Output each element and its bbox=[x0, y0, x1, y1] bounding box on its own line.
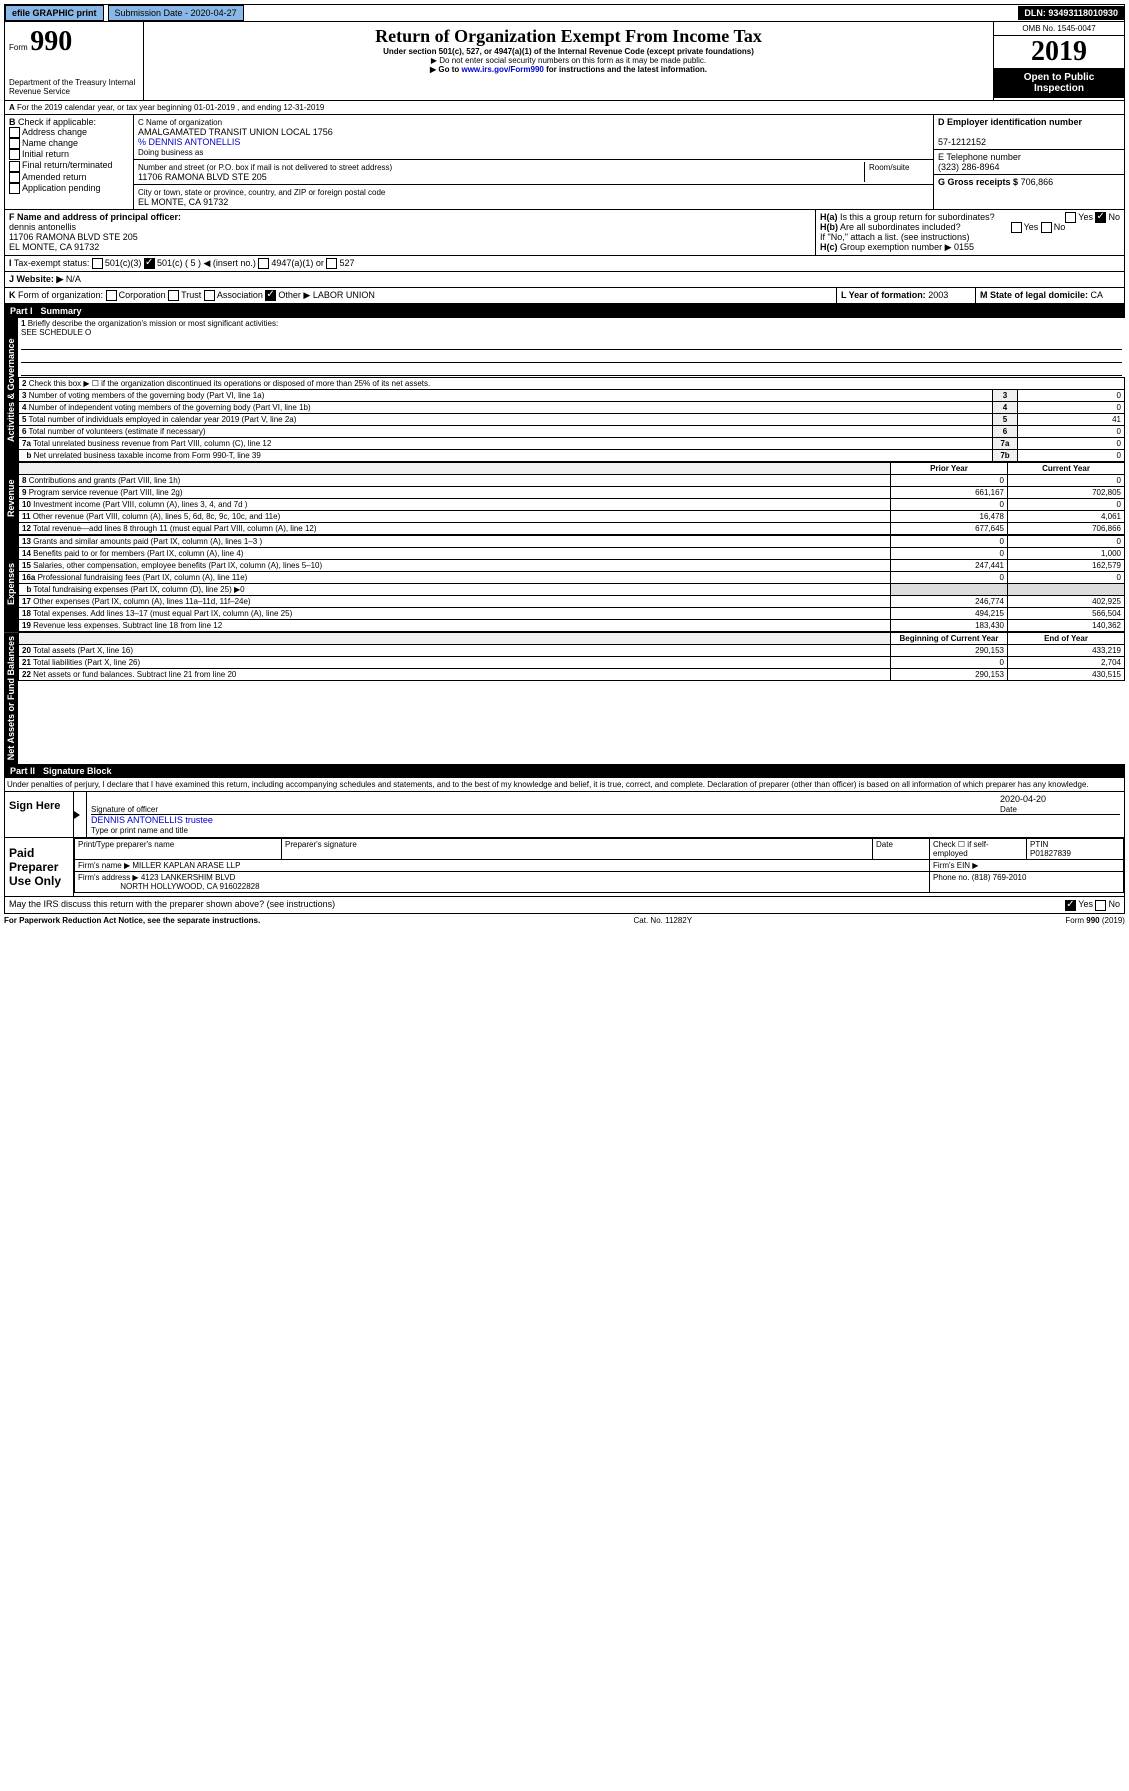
g-lbl: G Gross receipts $ bbox=[938, 177, 1018, 187]
sign-here-block: Sign Here Signature of officer 2020-04-2… bbox=[4, 792, 1125, 838]
submission-date: Submission Date - 2020-04-27 bbox=[108, 5, 244, 21]
form-number: 990 bbox=[30, 26, 72, 57]
klm-row: K Form of organization: Corporation Trus… bbox=[4, 288, 1125, 304]
addr-lbl: Number and street (or P.O. box if mail i… bbox=[138, 163, 392, 172]
goto-post: for instructions and the latest informat… bbox=[544, 65, 707, 74]
f-h-block: F Name and address of principal officer:… bbox=[4, 210, 1125, 256]
hb-lbl: Are all subordinates included? bbox=[840, 222, 961, 232]
top-bar: efile GRAPHIC print Submission Date - 20… bbox=[4, 4, 1125, 22]
tax-exempt-row: I Tax-exempt status: 501(c)(3) 501(c) ( … bbox=[4, 256, 1125, 272]
k-other: LABOR UNION bbox=[313, 290, 375, 300]
gross-receipts: 706,866 bbox=[1021, 177, 1054, 187]
paid-preparer-block: Paid Preparer Use Only Print/Type prepar… bbox=[4, 838, 1125, 897]
form-title: Return of Organization Exempt From Incom… bbox=[148, 26, 989, 47]
ag-tab: Activities & Governance bbox=[4, 318, 18, 462]
city-lbl: City or town, state or province, country… bbox=[138, 188, 385, 197]
form-word: Form bbox=[9, 43, 28, 52]
j-lbl: Website: ▶ bbox=[17, 274, 64, 284]
care-of[interactable]: % DENNIS ANTONELLIS bbox=[138, 137, 240, 147]
irs-link[interactable]: www.irs.gov/Form990 bbox=[461, 65, 543, 74]
page-footer: For Paperwork Reduction Act Notice, see … bbox=[4, 914, 1125, 927]
b-opt-4[interactable]: Amended return bbox=[22, 172, 87, 182]
hc-val: 0155 bbox=[954, 242, 974, 252]
expenses-section: Expenses 13 Grants and similar amounts p… bbox=[4, 535, 1125, 632]
part2-header: Part II Signature Block bbox=[4, 764, 1125, 778]
perjury-text: Under penalties of perjury, I declare th… bbox=[4, 778, 1125, 792]
discuss-row: May the IRS discuss this return with the… bbox=[4, 897, 1125, 913]
omb-number: OMB No. 1545-0047 bbox=[994, 22, 1124, 36]
entity-block: B Check if applicable: Address change Na… bbox=[4, 115, 1125, 210]
hb-note: If "No," attach a list. (see instruction… bbox=[820, 232, 969, 242]
b-title: Check if applicable: bbox=[18, 117, 96, 127]
b-opt-1[interactable]: Name change bbox=[22, 138, 78, 148]
dba-lbl: Doing business as bbox=[138, 148, 203, 157]
sign-here-label: Sign Here bbox=[5, 792, 74, 837]
b-opt-0[interactable]: Address change bbox=[22, 127, 87, 137]
revenue-section: Revenue Prior YearCurrent Year 8 Contrib… bbox=[4, 462, 1125, 535]
part1-header: Part I Summary bbox=[4, 304, 1125, 318]
officer-signature-name[interactable]: DENNIS ANTONELLIS trustee bbox=[91, 815, 213, 825]
ha-lbl: Is this a group return for subordinates? bbox=[840, 212, 995, 222]
paid-preparer-label: Paid Preparer Use Only bbox=[5, 838, 74, 896]
org-name: AMALGAMATED TRANSIT UNION LOCAL 1756 bbox=[138, 127, 333, 137]
website-row: J Website: ▶ N/A bbox=[4, 272, 1125, 288]
c-name-lbl: C Name of organization bbox=[138, 118, 222, 127]
pointer-icon bbox=[74, 811, 80, 819]
goto-pre: ▶ Go to bbox=[430, 65, 461, 74]
officer-addr: 11706 RAMONA BLVD STE 205 bbox=[9, 232, 138, 242]
city-state-zip: EL MONTE, CA 91732 bbox=[138, 197, 228, 207]
ein-value: 57-1212152 bbox=[938, 137, 986, 147]
e-lbl: E Telephone number bbox=[938, 152, 1021, 162]
b-opt-5[interactable]: Application pending bbox=[22, 183, 101, 193]
hc-lbl: Group exemption number ▶ bbox=[840, 242, 951, 252]
street-address: 11706 RAMONA BLVD STE 205 bbox=[138, 172, 267, 182]
officer-city: EL MONTE, CA 91732 bbox=[9, 242, 99, 252]
phone-value: (323) 286-8964 bbox=[938, 162, 1000, 172]
b-opt-2[interactable]: Initial return bbox=[22, 149, 69, 159]
k-lbl: Form of organization: bbox=[18, 290, 103, 300]
na-tab: Net Assets or Fund Balances bbox=[4, 632, 18, 764]
net-assets-section: Net Assets or Fund Balances Beginning of… bbox=[4, 632, 1125, 764]
rev-tab: Revenue bbox=[4, 462, 18, 535]
activities-section: Activities & Governance 1 Briefly descri… bbox=[4, 318, 1125, 462]
tax-year: 2019 bbox=[994, 36, 1124, 68]
exp-tab: Expenses bbox=[4, 535, 18, 632]
note-ssn: ▶ Do not enter social security numbers o… bbox=[148, 56, 989, 65]
website-val: N/A bbox=[66, 274, 81, 284]
form-subtitle: Under section 501(c), 527, or 4947(a)(1)… bbox=[148, 47, 989, 56]
dln-label: DLN: 93493118010930 bbox=[1018, 6, 1124, 20]
line-a: A For the 2019 calendar year, or tax yea… bbox=[4, 101, 1125, 115]
i-lbl: Tax-exempt status: bbox=[14, 258, 90, 268]
room-lbl: Room/suite bbox=[869, 163, 909, 172]
form-header: Form 990 Department of the Treasury Inte… bbox=[4, 22, 1125, 101]
open-inspection: Open to Public Inspection bbox=[994, 68, 1124, 98]
b-opt-3[interactable]: Final return/terminated bbox=[22, 160, 113, 170]
f-lbl: F Name and address of principal officer: bbox=[9, 212, 181, 222]
dept-label: Department of the Treasury Internal Reve… bbox=[9, 78, 139, 96]
efile-button[interactable]: efile GRAPHIC print bbox=[5, 5, 104, 21]
a-text: A For the 2019 calendar year, or tax yea… bbox=[5, 101, 328, 114]
officer-name: dennis antonellis bbox=[9, 222, 76, 232]
d-lbl: D Employer identification number bbox=[938, 117, 1082, 127]
